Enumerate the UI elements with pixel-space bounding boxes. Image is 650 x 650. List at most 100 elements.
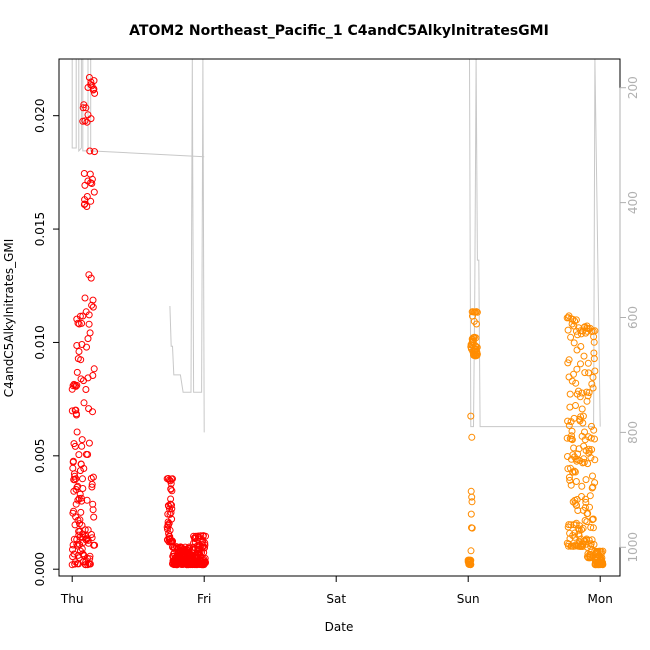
data-point bbox=[580, 455, 588, 463]
data-point bbox=[467, 487, 475, 495]
y2-tick-label: 1000 bbox=[626, 532, 640, 563]
y2-tick-label: 400 bbox=[626, 191, 640, 214]
data-point bbox=[573, 365, 581, 373]
data-point bbox=[87, 115, 95, 123]
data-point bbox=[578, 526, 586, 534]
data-point bbox=[79, 312, 87, 320]
data-point bbox=[77, 508, 85, 516]
data-point bbox=[201, 541, 209, 549]
data-point bbox=[564, 465, 572, 473]
data-point bbox=[599, 547, 607, 555]
data-point bbox=[73, 368, 81, 376]
data-point bbox=[201, 539, 209, 547]
data-point bbox=[473, 320, 480, 328]
data-point bbox=[588, 380, 596, 388]
data-point bbox=[76, 312, 84, 320]
data-point bbox=[192, 532, 200, 540]
data-point bbox=[572, 316, 580, 324]
y-tick-label: 0.005 bbox=[33, 439, 47, 473]
data-point bbox=[570, 467, 578, 475]
data-point bbox=[584, 460, 592, 468]
data-point bbox=[83, 535, 91, 543]
data-point bbox=[578, 405, 586, 413]
data-point bbox=[90, 513, 98, 521]
data-point bbox=[86, 552, 94, 560]
data-point bbox=[572, 478, 580, 485]
data-point bbox=[167, 509, 175, 517]
data-point bbox=[72, 406, 80, 414]
data-point bbox=[69, 464, 77, 472]
data-point bbox=[580, 352, 588, 360]
data-point bbox=[579, 524, 587, 532]
data-point bbox=[89, 506, 97, 514]
data-point bbox=[567, 333, 575, 341]
data-point bbox=[80, 170, 88, 177]
data-point bbox=[564, 326, 572, 334]
data-point bbox=[76, 490, 84, 498]
data-point bbox=[199, 532, 207, 540]
data-point bbox=[589, 373, 597, 381]
x-tick-label: Sat bbox=[326, 592, 346, 606]
data-point bbox=[473, 343, 481, 351]
pressure-traces bbox=[71, 58, 601, 433]
data-point bbox=[85, 439, 93, 447]
data-point bbox=[87, 197, 95, 205]
data-point bbox=[589, 524, 597, 532]
data-point bbox=[78, 436, 86, 444]
data-point bbox=[85, 405, 93, 413]
data-point bbox=[590, 338, 598, 346]
data-point bbox=[72, 500, 80, 508]
data-point bbox=[78, 319, 86, 327]
data-point bbox=[585, 369, 593, 377]
data-point bbox=[168, 505, 176, 513]
data-point bbox=[202, 532, 209, 540]
data-point bbox=[89, 303, 97, 311]
data-point bbox=[587, 434, 595, 442]
y2-tick-label: 200 bbox=[626, 76, 640, 99]
data-point bbox=[88, 175, 96, 183]
data-point bbox=[586, 503, 593, 511]
data-point bbox=[91, 89, 99, 97]
data-point bbox=[577, 413, 585, 421]
data-point bbox=[83, 118, 91, 126]
x-tick-label: Thu bbox=[60, 592, 84, 606]
data-point bbox=[591, 435, 598, 443]
data-point bbox=[194, 532, 202, 540]
data-point bbox=[590, 355, 598, 363]
y-tick-label: 0.000 bbox=[33, 552, 47, 586]
data-point bbox=[578, 482, 586, 490]
data-point bbox=[568, 436, 576, 444]
data-point bbox=[177, 543, 185, 551]
data-point bbox=[87, 179, 95, 187]
data-point bbox=[589, 472, 596, 480]
data-point bbox=[89, 372, 97, 379]
x-axis: Thu Fri Sat Sun Mon bbox=[60, 575, 613, 606]
data-point bbox=[473, 350, 481, 358]
data-point bbox=[84, 526, 92, 534]
data-point bbox=[571, 468, 579, 476]
x-tick-label: Mon bbox=[588, 592, 613, 606]
data-point bbox=[90, 188, 98, 196]
data-point bbox=[74, 496, 82, 504]
data-point bbox=[581, 428, 588, 436]
data-point bbox=[88, 480, 96, 488]
data-point bbox=[566, 476, 574, 484]
data-point bbox=[73, 342, 81, 349]
data-point bbox=[201, 544, 208, 552]
data-point bbox=[473, 308, 481, 316]
data-point bbox=[87, 81, 95, 89]
data-point bbox=[584, 359, 592, 367]
data-point bbox=[565, 373, 573, 381]
data-point bbox=[83, 496, 91, 504]
data-point bbox=[91, 541, 99, 549]
data-points bbox=[68, 74, 607, 569]
data-point bbox=[73, 428, 81, 436]
data-point bbox=[169, 543, 176, 551]
data-point bbox=[568, 432, 575, 440]
data-point bbox=[568, 377, 576, 385]
data-point bbox=[166, 526, 174, 534]
data-point bbox=[587, 454, 595, 462]
data-point bbox=[75, 451, 83, 459]
data-point bbox=[578, 389, 586, 397]
